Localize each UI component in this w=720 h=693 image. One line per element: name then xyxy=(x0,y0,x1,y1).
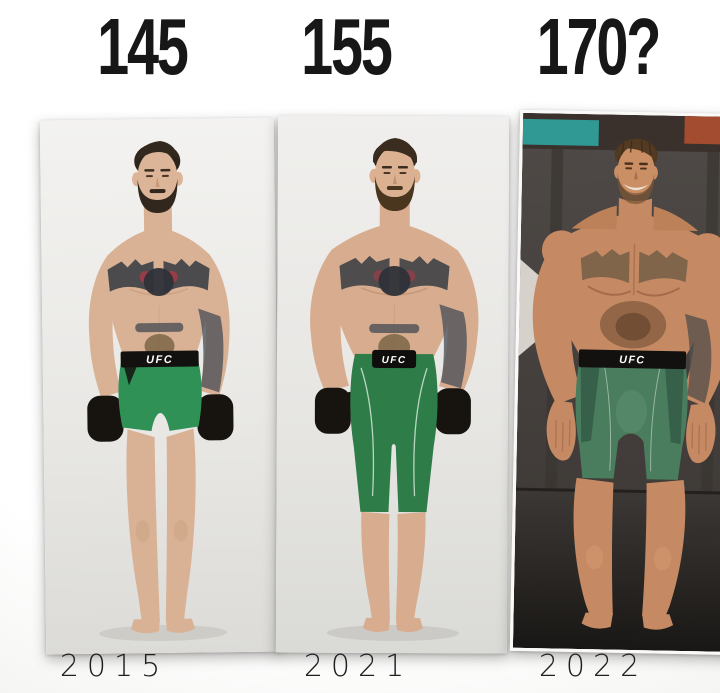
belly-tattoo-core xyxy=(615,312,651,341)
legs xyxy=(126,428,196,622)
legs xyxy=(361,511,426,621)
year-label: 2015 xyxy=(59,649,169,684)
chest-tattoo xyxy=(107,258,210,297)
sternum-line xyxy=(632,243,636,296)
shorts: UFC xyxy=(350,349,438,513)
hair-strands xyxy=(621,140,652,156)
waistband xyxy=(578,349,687,370)
weight-label: 145 xyxy=(97,2,189,91)
feet xyxy=(362,617,423,633)
belly-script-tattoo xyxy=(135,322,184,333)
head xyxy=(131,140,183,214)
weight-label: 170? xyxy=(536,2,662,91)
floor-shadow xyxy=(99,624,228,642)
shorts-seam xyxy=(650,364,662,472)
legs xyxy=(573,477,686,617)
beard xyxy=(137,178,178,214)
trap-right xyxy=(653,206,699,231)
photo-2021-art: UFC xyxy=(275,115,510,654)
feet xyxy=(130,618,195,634)
pec-line xyxy=(636,287,681,297)
chest-tattoo xyxy=(580,249,688,284)
chest-tattoo xyxy=(339,255,450,297)
sleeve-tattoo xyxy=(439,304,467,389)
shorts-highlight xyxy=(615,389,647,434)
shorts-shading xyxy=(580,359,601,443)
smile xyxy=(623,184,649,191)
beard xyxy=(374,175,415,212)
floor-shadow xyxy=(326,624,459,642)
figure-2022: UFC xyxy=(532,138,720,630)
waistband-brand-label: UFC xyxy=(146,354,173,366)
photo-2022-art: UFC xyxy=(512,112,720,653)
belly-script-tattoo xyxy=(369,323,420,334)
shorts: UFC xyxy=(118,350,202,432)
year-label: 2021 xyxy=(303,649,413,684)
figure-2015: UFC xyxy=(87,140,234,634)
head xyxy=(614,138,658,205)
photo-2021: UFC xyxy=(275,115,510,654)
sleeve-tattoo xyxy=(198,308,224,393)
teal-banner xyxy=(522,118,600,146)
shorts-seam xyxy=(413,367,428,497)
stubble xyxy=(617,172,655,205)
hair xyxy=(134,140,181,166)
shorts: UFC xyxy=(575,349,688,480)
cage-floor xyxy=(512,488,720,653)
photo-2022: UFC xyxy=(509,109,720,656)
waistband-patch xyxy=(372,349,417,369)
shorts-seam xyxy=(360,367,375,496)
shorts-shading xyxy=(664,360,684,445)
orange-banner xyxy=(684,115,720,145)
waistband xyxy=(120,350,199,368)
sleeve-tattoo xyxy=(684,313,712,404)
head xyxy=(369,138,421,212)
waistband-brand-label: UFC xyxy=(619,354,646,367)
wet-hair xyxy=(615,138,657,162)
waistband-brand-label: UFC xyxy=(382,355,407,366)
pec-line xyxy=(587,285,632,296)
photo-2015: UFC xyxy=(39,117,281,655)
weight-label: 155 xyxy=(301,2,393,91)
year-label: 2022 xyxy=(538,649,648,684)
hands xyxy=(546,400,716,464)
photo-2015-art: UFC xyxy=(39,117,281,655)
hair xyxy=(372,138,417,164)
shorts-seam xyxy=(603,363,612,471)
figure-2021: UFC xyxy=(310,138,479,633)
feet xyxy=(581,612,674,630)
trap-left xyxy=(571,205,617,230)
